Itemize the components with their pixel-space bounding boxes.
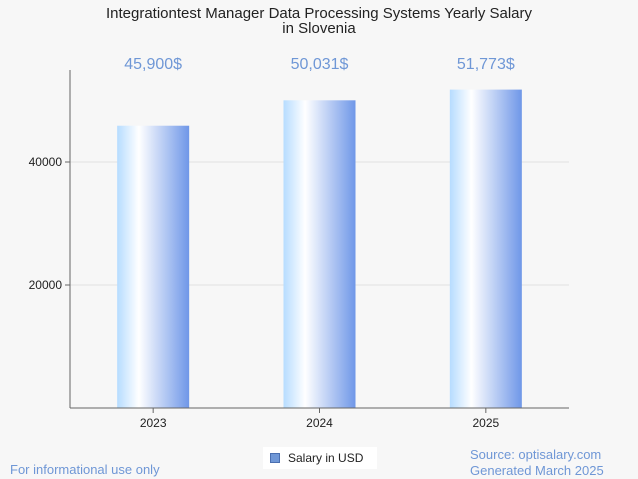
y-tick-label: 40000 bbox=[29, 155, 63, 169]
x-tick-label: 2025 bbox=[472, 416, 499, 430]
y-tick-label: 20000 bbox=[29, 278, 63, 292]
value-label-2025: 51,773$ bbox=[457, 56, 515, 73]
footer-source: Source: optisalary.com bbox=[470, 447, 602, 462]
legend-swatch bbox=[270, 453, 280, 463]
footer-source-block: Source: optisalary.com Generated March 2… bbox=[470, 447, 604, 479]
label-layer: 20000 40000 2023 45,900$ 2024 50,031$ 2025 51,7… bbox=[29, 56, 515, 430]
footer-generated: Generated March 2025 bbox=[470, 463, 604, 478]
x-tick-label: 2023 bbox=[140, 416, 167, 430]
value-label-2023: 45,900$ bbox=[124, 56, 182, 73]
bar-layer bbox=[117, 89, 522, 409]
bar-2023 bbox=[117, 125, 190, 408]
chart-title-line-1: Integrationtest Manager Data Processing … bbox=[106, 5, 533, 22]
chart-title-line-2: in Slovenia bbox=[282, 20, 356, 37]
bar-2025 bbox=[449, 89, 522, 409]
footer-disclaimer: For informational use only bbox=[10, 462, 160, 477]
x-tick-label: 2024 bbox=[306, 416, 333, 430]
legend-label: Salary in USD bbox=[288, 451, 364, 465]
chart-legend: Salary in USD bbox=[263, 447, 377, 469]
value-label-2024: 50,031$ bbox=[291, 56, 349, 73]
bar-2024 bbox=[283, 100, 356, 408]
